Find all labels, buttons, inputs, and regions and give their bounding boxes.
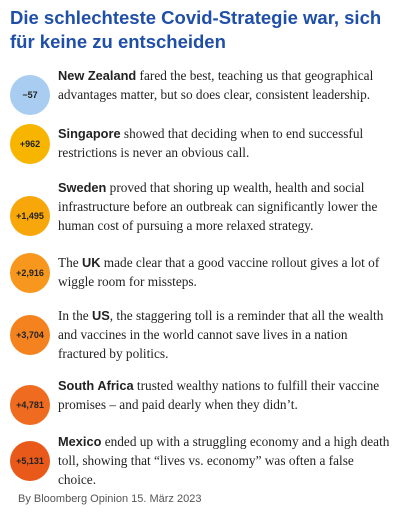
item-text: New Zealand fared the best, teaching us … <box>58 66 394 104</box>
text: In the <box>58 308 92 323</box>
item-text: Sweden proved that shoring up wealth, he… <box>58 178 394 235</box>
source: By Bloomberg Opinion 15. März 2023 <box>18 493 202 505</box>
item-text: In the US, the staggering toll is a remi… <box>58 306 394 363</box>
country-name: US <box>91 308 110 323</box>
value-badge: −57 <box>10 74 50 115</box>
item-text: Mexico ended up with a struggling econom… <box>58 432 394 489</box>
text: made clear that a good vaccine rollout g… <box>58 255 380 289</box>
item-text: The UK made clear that a good vaccine ro… <box>58 253 394 291</box>
text: The <box>58 255 82 270</box>
text: ended up with a struggling economy and a… <box>58 434 390 487</box>
country-name: Sweden <box>58 180 107 195</box>
country-name: South Africa <box>58 378 134 393</box>
value-badge: +2,916 <box>10 253 50 293</box>
country-name: New Zealand <box>58 68 137 83</box>
text: proved that shoring up wealth, health an… <box>58 180 378 233</box>
value-badge: +962 <box>10 124 50 164</box>
text: showed that deciding when to end success… <box>58 126 364 160</box>
item-text: Singapore showed that deciding when to e… <box>58 124 394 162</box>
text: , the staggering toll is a reminder that… <box>58 308 384 361</box>
country-name: Mexico <box>58 434 102 449</box>
item-text: South Africa trusted wealthy nations to … <box>58 376 394 414</box>
country-name: UK <box>82 255 101 270</box>
value-badge: +5,131 <box>10 440 50 481</box>
value-badge: +1,495 <box>10 196 50 236</box>
country-name: Singapore <box>58 126 121 141</box>
title: Die schlechteste Covid-Strategie war, si… <box>10 7 382 52</box>
value-badge: +3,704 <box>10 314 50 355</box>
value-badge: +4,781 <box>10 384 50 425</box>
text: fared the best, teaching us that geograp… <box>58 68 374 102</box>
text: trusted wealthy nations to fulfill their… <box>58 378 380 412</box>
